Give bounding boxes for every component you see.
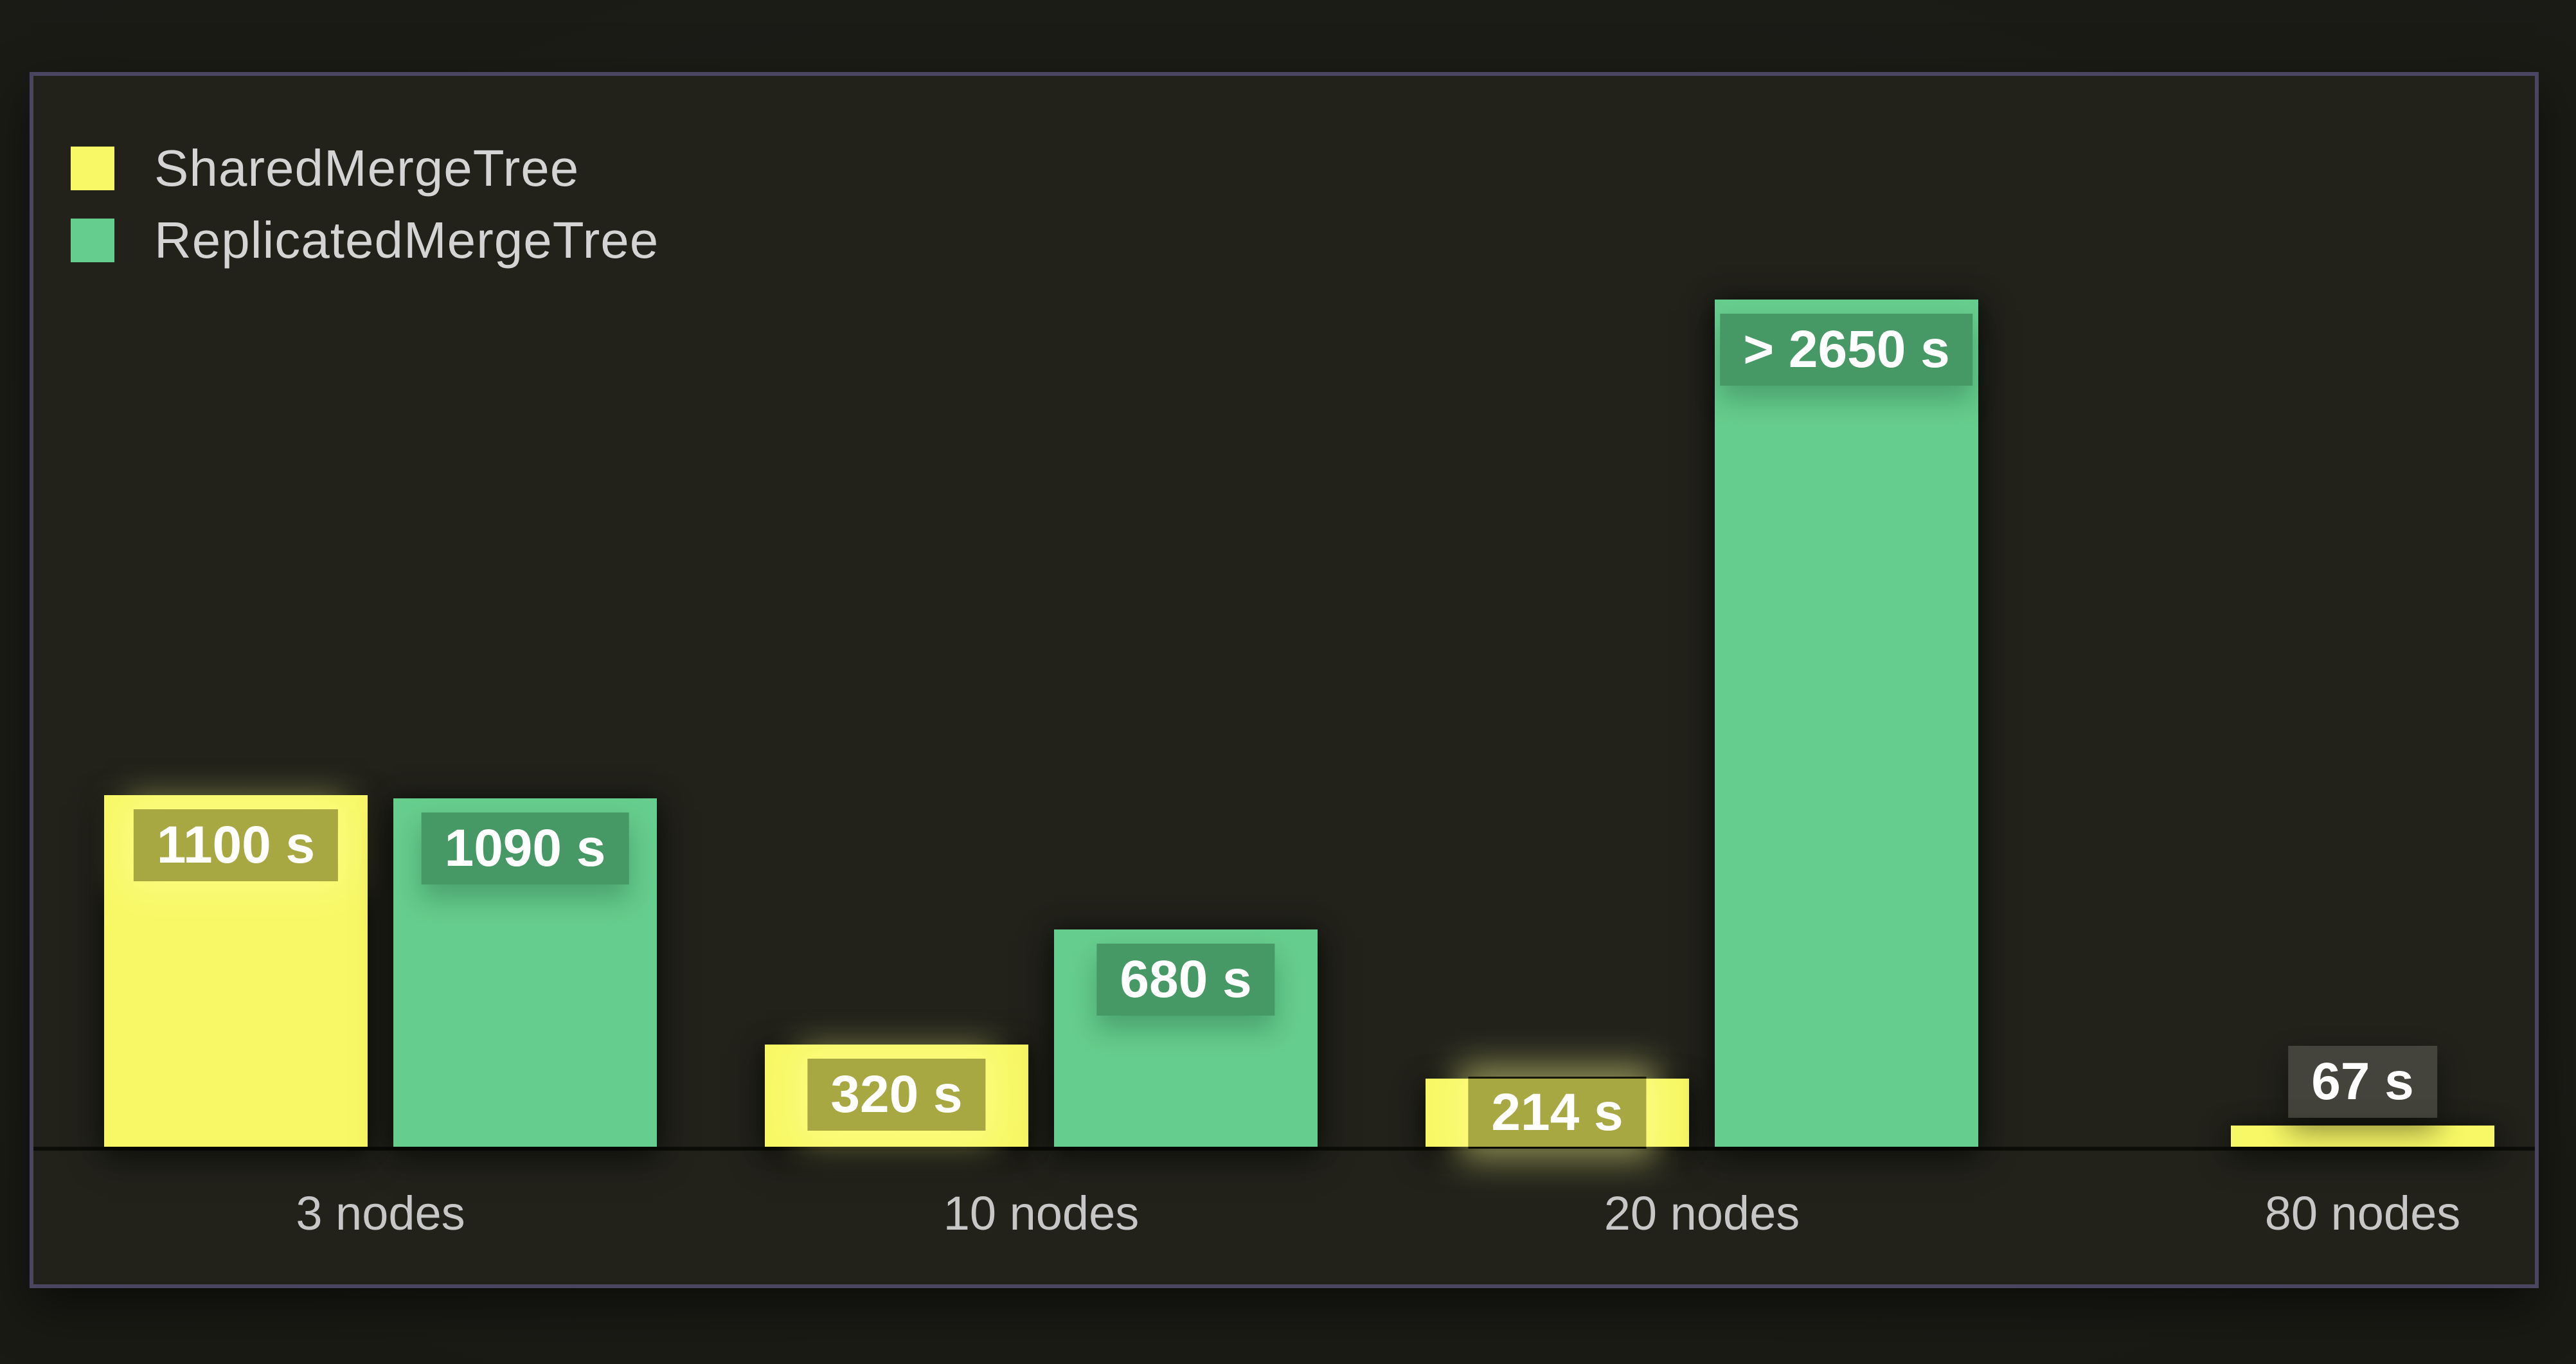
bar-sharedmergetree-10-nodes: 320 s xyxy=(765,1045,1028,1147)
bar-value-badge: 320 s xyxy=(807,1059,986,1131)
x-axis-label: 3 nodes xyxy=(296,1187,465,1240)
x-axis-label: 10 nodes xyxy=(943,1187,1140,1240)
legend-item-sharedmergetree: SharedMergeTree xyxy=(71,143,659,194)
legend-swatch-yellow xyxy=(71,147,114,190)
legend-label: ReplicatedMergeTree xyxy=(154,211,659,269)
bar-replicatedmergetree-10-nodes: 680 s xyxy=(1054,929,1318,1147)
bar-replicatedmergetree-20-nodes: > 2650 s xyxy=(1715,300,1978,1147)
bar-sharedmergetree-3-nodes: 1100 s xyxy=(104,795,368,1147)
bar-replicatedmergetree-3-nodes: 1090 s xyxy=(393,798,657,1147)
bar-sharedmergetree-20-nodes: 214 s xyxy=(1426,1077,1689,1149)
bar-value-badge: 680 s xyxy=(1096,944,1275,1016)
bar-group-3-nodes: 1100 s 1090 s xyxy=(104,76,657,1147)
bar-value-badge: 1100 s xyxy=(133,809,339,881)
chart-panel: SharedMergeTree ReplicatedMergeTree 1100… xyxy=(30,72,2539,1288)
bar-sharedmergetree-80-nodes: 67 s xyxy=(2231,1046,2494,1147)
bar-group-10-nodes: 320 s 680 s xyxy=(765,76,1318,1147)
bar-group-20-nodes: 214 s > 2650 s xyxy=(1426,76,1978,1149)
bar-value-badge: 214 s xyxy=(1468,1077,1647,1149)
x-axis-label: 80 nodes xyxy=(2264,1187,2461,1240)
chart-legend: SharedMergeTree ReplicatedMergeTree xyxy=(71,143,659,266)
bar-group-80-nodes: 67 s xyxy=(2086,76,2576,1147)
x-axis-line xyxy=(33,1147,2535,1151)
plot-area: 1100 s 1090 s 3 nodes 320 s 680 s 10 nodes 214… xyxy=(33,76,2535,1284)
legend-label: SharedMergeTree xyxy=(154,139,580,197)
bar-value-badge: 1090 s xyxy=(421,812,629,884)
legend-swatch-green xyxy=(71,219,114,262)
x-axis-label: 20 nodes xyxy=(1604,1187,1800,1240)
bar-value-badge: > 2650 s xyxy=(1720,314,1973,386)
legend-item-replicatedmergetree: ReplicatedMergeTree xyxy=(71,215,659,266)
bar-value-badge: 67 s xyxy=(2288,1046,2437,1118)
